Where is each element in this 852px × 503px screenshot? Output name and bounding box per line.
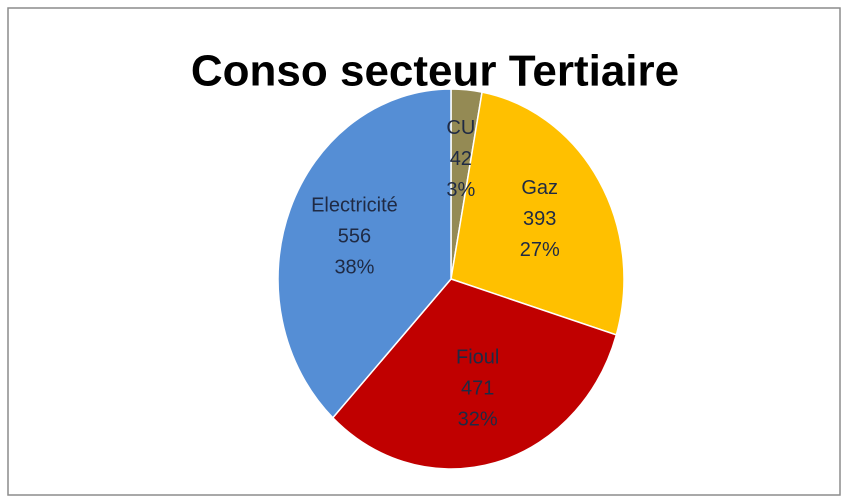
slice-label-value: 471 — [461, 377, 494, 399]
pie-slice — [450, 91, 625, 336]
slice-label-value: 556 — [338, 225, 371, 247]
slice-label-name: Gaz — [521, 177, 558, 199]
slice-label-percent: 32% — [458, 408, 498, 430]
slice-label-value: 42 — [450, 148, 472, 170]
slice-label-name: Fioul — [456, 346, 499, 368]
slice-label-value: 393 — [523, 208, 556, 230]
pie-slice — [277, 88, 452, 419]
slice-label-name: Electricité — [311, 194, 398, 216]
slice-label-percent: 3% — [446, 179, 475, 201]
slice-label-percent: 38% — [334, 256, 374, 278]
slice-label-name: CU — [446, 117, 475, 139]
pie-slice — [331, 278, 618, 470]
slice-label-percent: 27% — [520, 239, 560, 261]
chart-title: Conso secteur Tertiaire — [191, 47, 679, 96]
